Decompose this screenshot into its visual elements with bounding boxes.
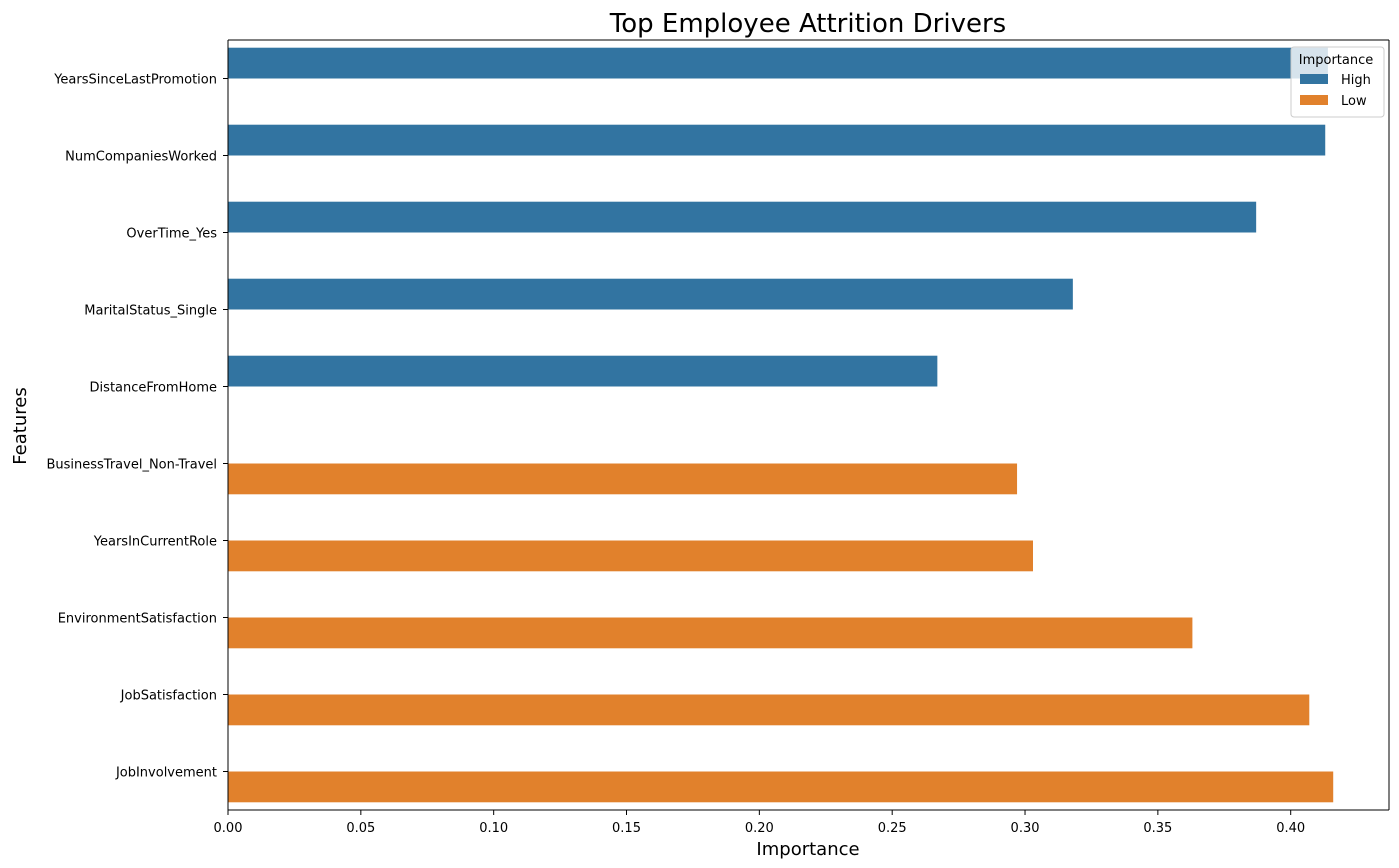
y-tick-label: OverTime_Yes xyxy=(126,227,217,242)
y-tick-label: YearsSinceLastPromotion xyxy=(53,73,217,88)
x-tick-label: 0.15 xyxy=(612,821,641,836)
bar-low-BusinessTravel_Non-Travel xyxy=(228,463,1018,495)
x-ticks-group: 0.00 0.05 0.10 0.15 0.20 0.25 0.30 0.35 0.40 xyxy=(214,810,1305,836)
x-tick-label: 0.05 xyxy=(346,821,375,836)
x-tick-label: 0.40 xyxy=(1276,821,1305,836)
legend-title: Importance xyxy=(1299,53,1374,68)
y-ticks-group: YearsSinceLastPromotion NumCompaniesWorke… xyxy=(46,73,228,781)
x-tick-label: 0.30 xyxy=(1011,821,1040,836)
bar-high-OverTime_Yes xyxy=(228,201,1257,233)
bars-group xyxy=(228,47,1334,803)
bar-low-YearsInCurrentRole xyxy=(228,540,1033,572)
x-tick-label: 0.10 xyxy=(479,821,508,836)
x-tick-label: 0.20 xyxy=(745,821,774,836)
x-axis-label: Importance xyxy=(756,839,859,860)
chart-title: Top Employee Attrition Drivers xyxy=(609,9,1006,39)
x-tick-label: 0.00 xyxy=(214,821,243,836)
legend-swatch-low xyxy=(1300,95,1328,105)
y-tick-label: EnvironmentSatisfaction xyxy=(58,612,217,627)
legend: Importance High Low xyxy=(1290,46,1385,118)
x-tick-label: 0.35 xyxy=(1143,821,1172,836)
axes-group xyxy=(227,39,1390,811)
y-tick-label: YearsInCurrentRole xyxy=(93,535,217,550)
bar-low-JobSatisfaction xyxy=(228,694,1310,726)
y-tick-label: DistanceFromHome xyxy=(90,381,217,396)
y-axis-label: Features xyxy=(10,387,31,464)
y-tick-label: JobSatisfaction xyxy=(120,689,217,704)
bar-high-NumCompaniesWorked xyxy=(228,124,1326,156)
bar-high-DistanceFromHome xyxy=(228,355,938,387)
y-tick-label: JobInvolvement xyxy=(115,766,217,781)
y-tick-label: NumCompaniesWorked xyxy=(65,150,217,165)
y-tick-label: BusinessTravel_Non-Travel xyxy=(46,458,217,473)
legend-label-high: High xyxy=(1341,73,1371,88)
x-tick-label: 0.25 xyxy=(878,821,907,836)
y-tick-label: MaritalStatus_Single xyxy=(84,304,217,319)
bar-low-JobInvolvement xyxy=(228,771,1334,803)
bar-high-MaritalStatus_Single xyxy=(228,278,1073,310)
bar-low-EnvironmentSatisfaction xyxy=(228,617,1193,649)
legend-swatch-high xyxy=(1300,74,1328,84)
bar-high-YearsSinceLastPromotion xyxy=(228,47,1328,79)
legend-label-low: Low xyxy=(1341,94,1367,109)
